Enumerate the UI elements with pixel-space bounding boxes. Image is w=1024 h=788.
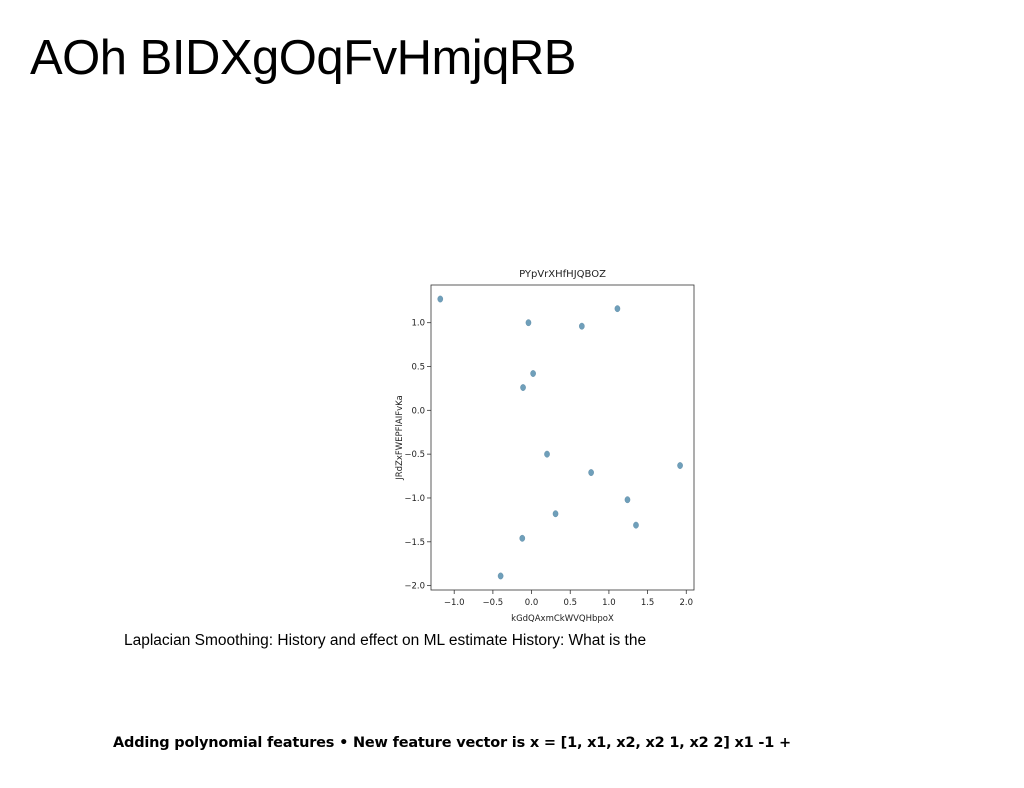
caption-laplacian-smoothing: Laplacian Smoothing: History and effect … [124, 632, 647, 649]
scatter-point [677, 462, 683, 469]
caption-polynomial-features: Adding polynomial features • New feature… [113, 735, 791, 751]
scatter-point [525, 319, 532, 327]
x-tick-label: −1.0 [444, 598, 465, 608]
scatter-point [530, 370, 536, 377]
x-axis-ticks: −1.0 −0.5 0.0 0.5 1.0 1.5 2.0 [444, 590, 693, 608]
y-tick-label: −2.0 [404, 582, 425, 592]
chart-title: PYpVrXHfHJQBOZ [519, 269, 606, 280]
scatter-point [579, 322, 585, 330]
scatter-point [624, 496, 631, 504]
scatter-point [544, 450, 550, 458]
x-tick-label: 2.0 [679, 598, 693, 608]
slide-title: AOh BIDXgOqFvHmjqRB [30, 31, 577, 85]
scatter-point [633, 521, 639, 529]
y-tick-label: 1.0 [411, 319, 425, 329]
scatter-chart: PYpVrXHfHJQBOZ −1.0 −0.5 0.0 0.5 1.0 1.5 2.0 −… [380, 258, 710, 630]
scatter-point [520, 384, 526, 391]
y-tick-label: −1.5 [404, 538, 425, 548]
scatter-points [437, 295, 683, 580]
scatter-point [588, 469, 594, 476]
chart-svg: PYpVrXHfHJQBOZ −1.0 −0.5 0.0 0.5 1.0 1.5 2.0 −… [395, 269, 695, 624]
x-axis-label: kGdQAxmCkWVQHbpoX [511, 614, 614, 624]
y-tick-label: −0.5 [404, 450, 425, 460]
scatter-point [614, 305, 621, 313]
x-tick-label: 0.0 [525, 598, 539, 608]
y-tick-label: −1.0 [404, 494, 425, 504]
plot-area-frame [430, 284, 695, 591]
x-tick-label: −0.5 [483, 598, 504, 608]
x-tick-label: 1.0 [602, 598, 616, 608]
scatter-point [497, 572, 504, 580]
x-tick-label: 0.5 [563, 598, 577, 608]
scatter-point [437, 295, 444, 303]
x-tick-label: 1.5 [641, 598, 655, 608]
scatter-point [519, 534, 526, 542]
scatter-point [552, 510, 559, 518]
y-axis-label: JRdZxFWEPFlAIFvKa [395, 395, 405, 481]
y-tick-label: 0.5 [411, 363, 425, 373]
y-tick-label: 0.0 [411, 406, 425, 416]
y-axis-ticks: −2.0 −1.5 −1.0 −0.5 0.0 0.5 1.0 [404, 319, 431, 592]
